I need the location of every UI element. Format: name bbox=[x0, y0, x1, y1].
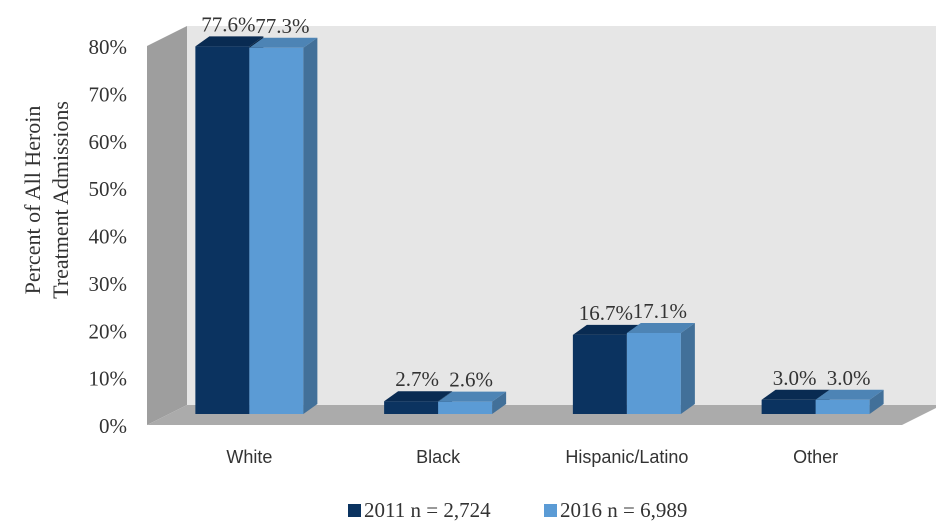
bar-front bbox=[815, 399, 870, 414]
y-tick-label: 50% bbox=[89, 177, 128, 201]
bars bbox=[195, 36, 884, 415]
bar-top bbox=[572, 324, 641, 335]
x-tick-label: Hispanic/Latino bbox=[565, 447, 688, 467]
data-label: 3.0% bbox=[773, 366, 817, 390]
data-label: 2.7% bbox=[395, 367, 439, 391]
data-labels: 77.6% 77.3% 2.7% 2.6% 16.7% 17.1% 3.0% 3.0% bbox=[201, 12, 870, 391]
data-label: 2.6% bbox=[449, 368, 493, 392]
data-label: 16.7% bbox=[579, 301, 633, 325]
bar-top bbox=[626, 322, 695, 333]
data-label: 77.6% bbox=[201, 12, 255, 36]
side-wall bbox=[147, 26, 187, 425]
data-label: 17.1% bbox=[633, 299, 687, 323]
y-tick-label: 0% bbox=[99, 414, 127, 438]
bar-front bbox=[195, 46, 250, 415]
bar-side bbox=[680, 322, 695, 414]
data-label: 77.3% bbox=[255, 14, 309, 38]
y-tick-label: 40% bbox=[89, 225, 128, 249]
bar-front bbox=[626, 332, 681, 414]
bar-front bbox=[572, 334, 627, 414]
bar bbox=[438, 391, 507, 414]
x-tick-label: White bbox=[226, 447, 272, 467]
legend-label: 2011 n = 2,724 bbox=[364, 498, 491, 522]
bar bbox=[815, 389, 884, 414]
x-axis-labels: White Black Hispanic/Latino Other bbox=[226, 447, 838, 467]
floor bbox=[147, 405, 936, 425]
bar-top bbox=[761, 389, 830, 400]
legend: 2011 n = 2,724 2016 n = 6,989 bbox=[348, 498, 687, 522]
bar bbox=[249, 37, 318, 414]
data-label: 3.0% bbox=[827, 366, 871, 390]
bar-top bbox=[438, 391, 507, 402]
bar-top bbox=[384, 391, 453, 402]
bar-front bbox=[384, 401, 439, 414]
bar-front bbox=[249, 47, 304, 414]
bar-side bbox=[869, 389, 884, 414]
y-tick-label: 20% bbox=[89, 319, 128, 343]
bar-front bbox=[438, 401, 493, 414]
bar-side bbox=[492, 391, 507, 414]
bar-top bbox=[249, 37, 318, 48]
y-tick-label: 80% bbox=[89, 35, 128, 59]
bar-top bbox=[195, 36, 264, 47]
y-tick-label: 60% bbox=[89, 130, 128, 154]
bar-side bbox=[303, 37, 318, 414]
y-axis-ticks: 0% 10% 20% 30% 40% 50% 60% 70% 80% bbox=[89, 35, 128, 438]
legend-label: 2016 n = 6,989 bbox=[560, 498, 687, 522]
bar-front bbox=[761, 399, 816, 414]
y-tick-label: 30% bbox=[89, 272, 128, 296]
y-axis-title-line-2: Treatment Admissions bbox=[48, 101, 73, 299]
y-tick-label: 70% bbox=[89, 82, 128, 106]
legend-swatch bbox=[544, 504, 557, 517]
bar-top bbox=[815, 389, 884, 400]
legend-swatch bbox=[348, 504, 361, 517]
x-tick-label: Other bbox=[793, 447, 838, 467]
y-axis-title-line-1: Percent of All Heroin bbox=[20, 106, 45, 295]
x-tick-label: Black bbox=[416, 447, 461, 467]
y-tick-label: 10% bbox=[89, 367, 128, 391]
bar bbox=[626, 322, 695, 414]
